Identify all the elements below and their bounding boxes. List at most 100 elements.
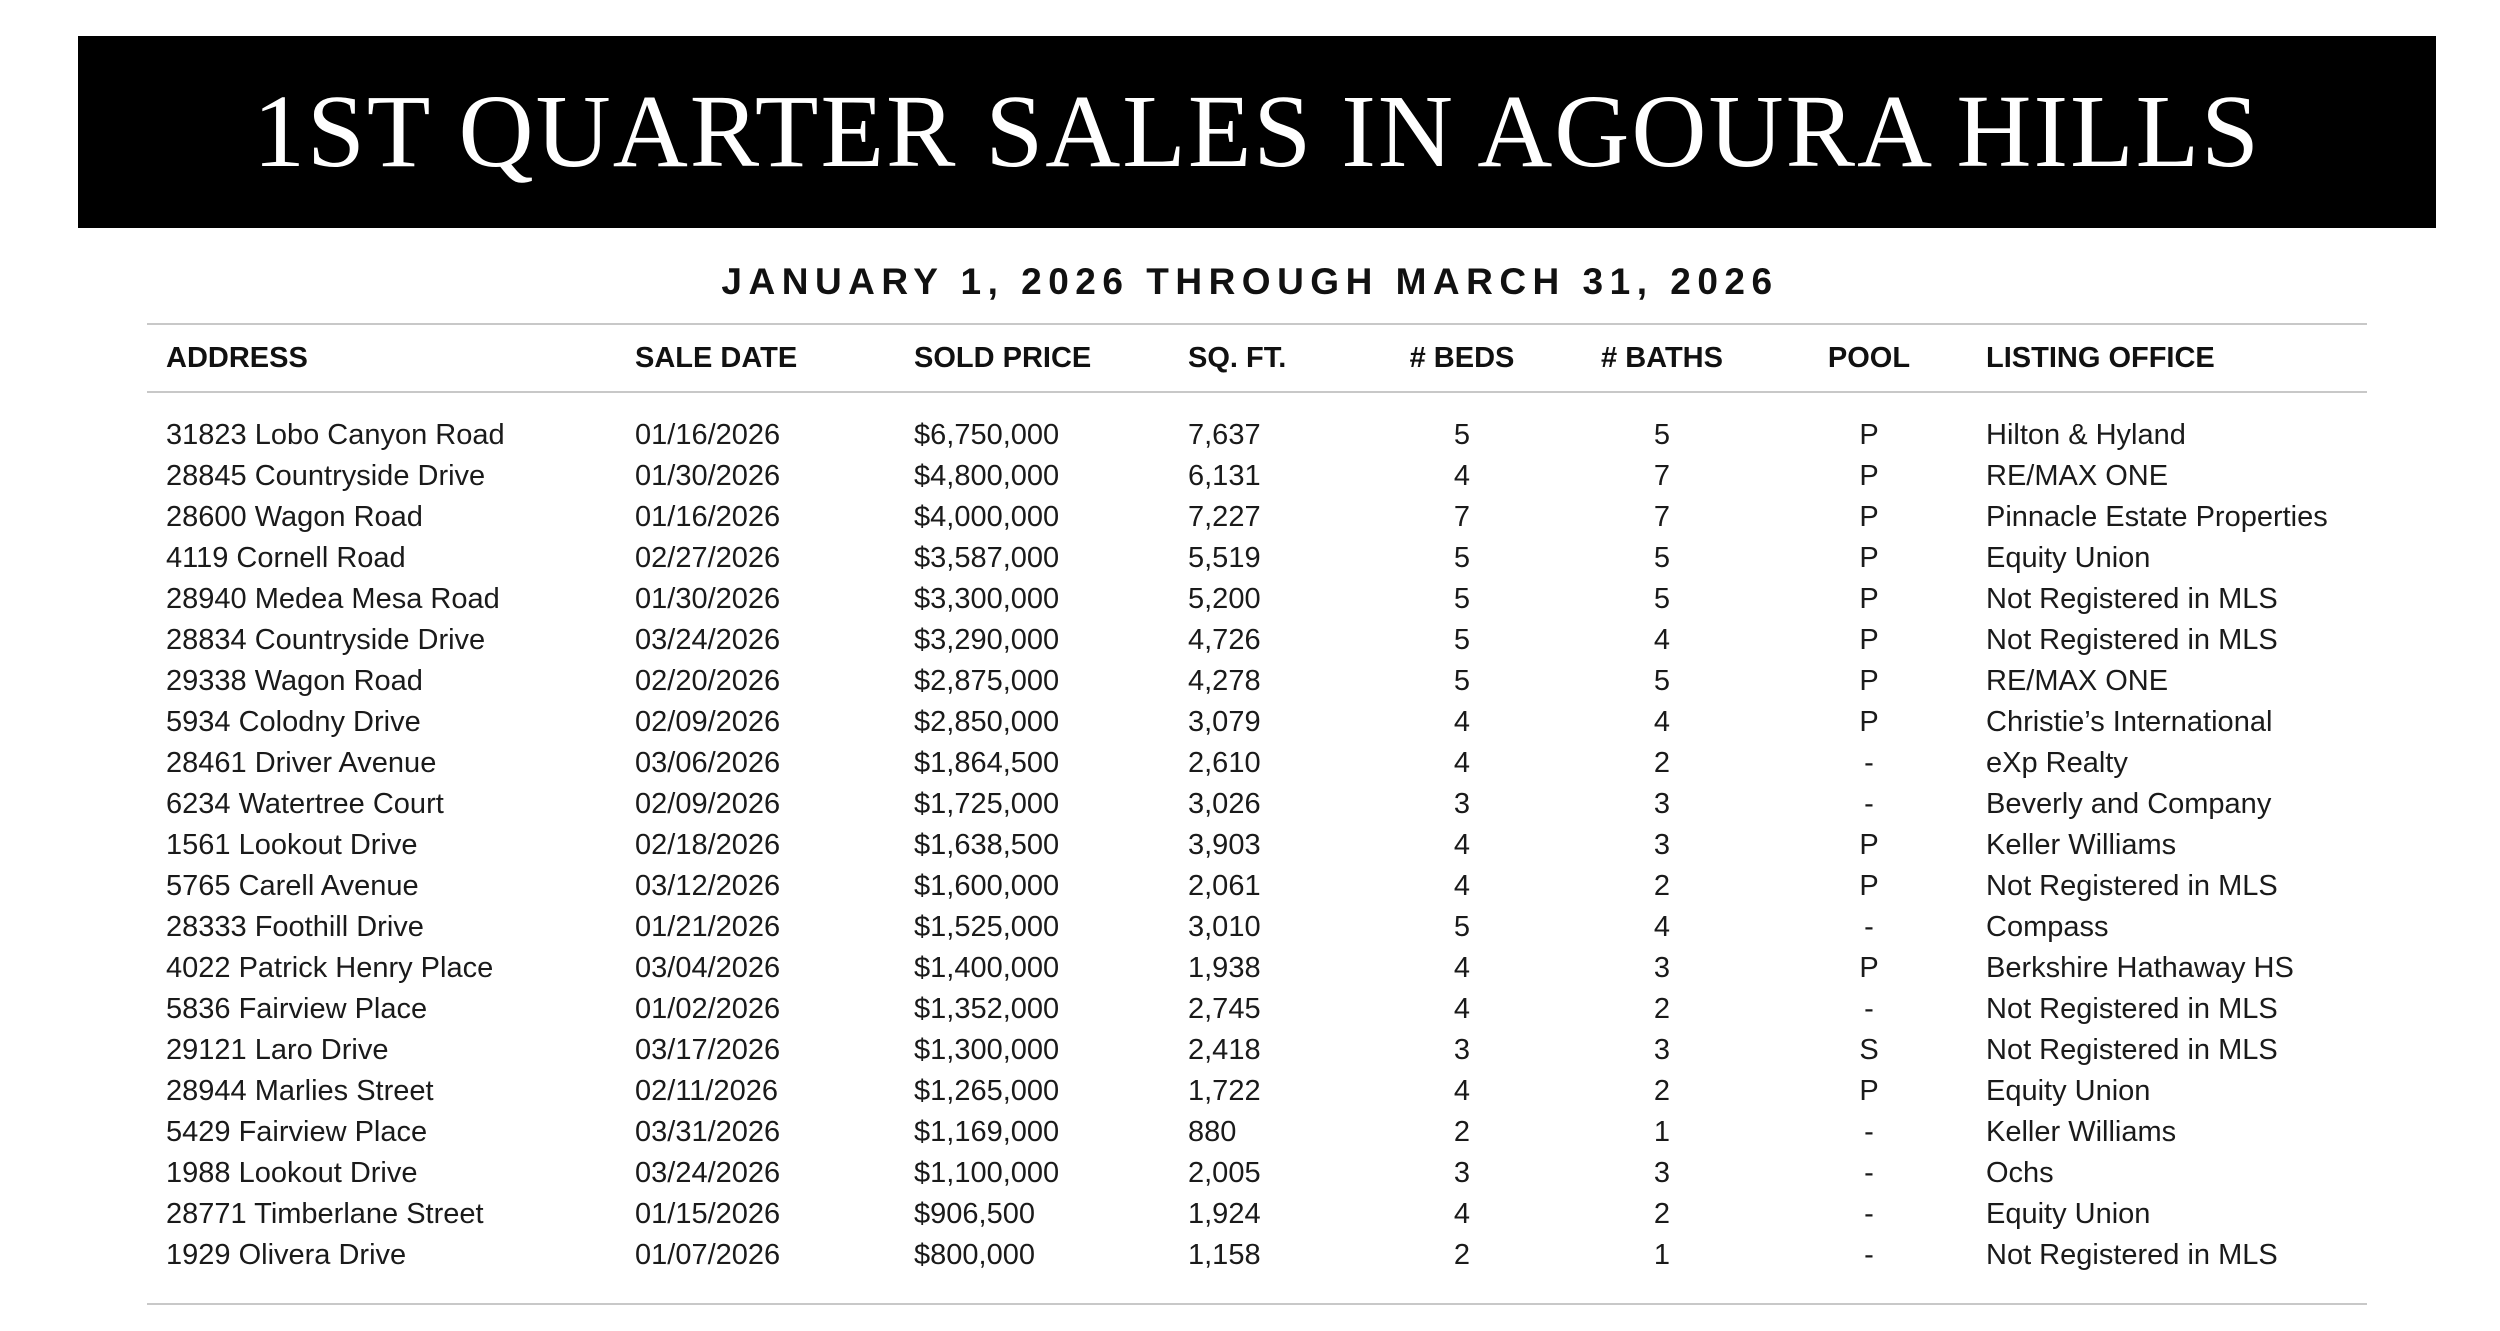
cell-sq-ft: 1,938 xyxy=(1188,952,1261,984)
cell-baths: 3 xyxy=(1653,1157,1671,1189)
cell-sale-date: 01/16/2026 xyxy=(635,419,781,451)
cell-listing-office: Equity Union xyxy=(1986,542,2151,574)
cell-sale-date: 02/27/2026 xyxy=(635,542,781,574)
cell-beds: 5 xyxy=(1453,911,1471,943)
cell-sq-ft: 3,903 xyxy=(1188,829,1261,861)
cell-baths: 5 xyxy=(1653,665,1671,697)
cell-pool: P xyxy=(1859,829,1879,861)
cell-baths: 3 xyxy=(1653,952,1671,984)
cell-pool: P xyxy=(1859,583,1879,615)
cell-address: 28333 Foothill Drive xyxy=(166,911,424,943)
cell-sq-ft: 4,278 xyxy=(1188,665,1261,697)
cell-sale-date: 03/04/2026 xyxy=(635,952,781,984)
cell-sale-date: 01/21/2026 xyxy=(635,911,781,943)
cell-sq-ft: 4,726 xyxy=(1188,624,1261,656)
cell-pool: P xyxy=(1859,501,1879,533)
cell-listing-office: Berkshire Hathaway HS xyxy=(1986,952,2294,984)
cell-sold-price: $6,750,000 xyxy=(914,419,1060,451)
cell-sold-price: $1,600,000 xyxy=(914,870,1060,902)
cell-pool: S xyxy=(1859,1034,1879,1066)
column-header-sq-ft: SQ. FT. xyxy=(1188,342,1287,374)
cell-sold-price: $1,725,000 xyxy=(914,788,1060,820)
cell-beds: 4 xyxy=(1453,747,1471,779)
table-row: 28600 Wagon Road 01/16/2026 $4,000,000 7,22… xyxy=(147,497,2367,538)
cell-sq-ft: 2,745 xyxy=(1188,993,1261,1025)
column-header-beds: # BEDS xyxy=(1409,342,1515,374)
cell-sale-date: 03/17/2026 xyxy=(635,1034,781,1066)
cell-baths: 1 xyxy=(1653,1116,1671,1148)
cell-sale-date: 03/31/2026 xyxy=(635,1116,781,1148)
cell-listing-office: Equity Union xyxy=(1986,1198,2151,1230)
cell-pool: P xyxy=(1859,665,1879,697)
cell-listing-office: Keller Williams xyxy=(1986,829,2177,861)
cell-sold-price: $800,000 xyxy=(914,1239,1035,1271)
table-row: 4119 Cornell Road 02/27/2026 $3,587,000 5,5… xyxy=(147,538,2367,579)
cell-address: 31823 Lobo Canyon Road xyxy=(166,419,505,451)
cell-pool: - xyxy=(1864,788,1874,820)
cell-address: 28461 Driver Avenue xyxy=(166,747,437,779)
column-header-address: ADDRESS xyxy=(166,342,308,374)
cell-sale-date: 03/24/2026 xyxy=(635,624,781,656)
cell-sold-price: $1,638,500 xyxy=(914,829,1060,861)
table-row: 5934 Colodny Drive 02/09/2026 $2,850,000 3,… xyxy=(147,702,2367,743)
cell-baths: 7 xyxy=(1653,460,1671,492)
cell-baths: 1 xyxy=(1653,1239,1671,1271)
cell-beds: 5 xyxy=(1453,419,1471,451)
cell-address: 1561 Lookout Drive xyxy=(166,829,418,861)
cell-beds: 4 xyxy=(1453,1198,1471,1230)
cell-sale-date: 03/06/2026 xyxy=(635,747,781,779)
cell-sold-price: $1,169,000 xyxy=(914,1116,1060,1148)
cell-sold-price: $1,300,000 xyxy=(914,1034,1060,1066)
cell-baths: 2 xyxy=(1653,1075,1671,1107)
cell-address: 28834 Countryside Drive xyxy=(166,624,486,656)
cell-address: 5429 Fairview Place xyxy=(166,1116,428,1148)
cell-address: 28600 Wagon Road xyxy=(166,501,423,533)
cell-sold-price: $4,800,000 xyxy=(914,460,1060,492)
cell-listing-office: Not Registered in MLS xyxy=(1986,624,2278,656)
cell-address: 29121 Laro Drive xyxy=(166,1034,389,1066)
table-row: 1561 Lookout Drive 02/18/2026 $1,638,500 3,… xyxy=(147,825,2367,866)
cell-baths: 3 xyxy=(1653,1034,1671,1066)
date-range-subtitle: JANUARY 1, 2026 THROUGH MARCH 31, 2026 xyxy=(721,261,1779,302)
cell-address: 28944 Marlies Street xyxy=(166,1075,434,1107)
cell-listing-office: Not Registered in MLS xyxy=(1986,1034,2278,1066)
cell-baths: 2 xyxy=(1653,1198,1671,1230)
cell-pool: P xyxy=(1859,542,1879,574)
cell-beds: 2 xyxy=(1453,1116,1471,1148)
cell-listing-office: RE/MAX ONE xyxy=(1986,460,2169,492)
cell-baths: 2 xyxy=(1653,870,1671,902)
cell-sale-date: 01/07/2026 xyxy=(635,1239,781,1271)
cell-beds: 4 xyxy=(1453,460,1471,492)
table-row: 28845 Countryside Drive 01/30/2026 $4,800,… xyxy=(147,456,2367,497)
cell-listing-office: Not Registered in MLS xyxy=(1986,993,2278,1025)
cell-beds: 3 xyxy=(1453,788,1471,820)
cell-listing-office: Compass xyxy=(1986,911,2109,943)
cell-pool: - xyxy=(1864,1116,1874,1148)
table-row: 28461 Driver Avenue 03/06/2026 $1,864,500 2… xyxy=(147,743,2367,784)
cell-listing-office: Christie’s International xyxy=(1986,706,2273,738)
cell-sold-price: $2,850,000 xyxy=(914,706,1060,738)
cell-baths: 4 xyxy=(1653,706,1671,738)
table-row: 28940 Medea Mesa Road 01/30/2026 $3,300,00… xyxy=(147,579,2367,620)
cell-pool: P xyxy=(1859,706,1879,738)
cell-sq-ft: 2,061 xyxy=(1188,870,1261,902)
cell-beds: 3 xyxy=(1453,1157,1471,1189)
cell-listing-office: Not Registered in MLS xyxy=(1986,583,2278,615)
cell-listing-office: Equity Union xyxy=(1986,1075,2151,1107)
cell-sq-ft: 7,637 xyxy=(1188,419,1261,451)
cell-sq-ft: 2,005 xyxy=(1188,1157,1261,1189)
table-row: 28771 Timberlane Street 01/15/2026 $906,50… xyxy=(147,1194,2367,1235)
cell-sale-date: 01/30/2026 xyxy=(635,583,781,615)
cell-address: 5836 Fairview Place xyxy=(166,993,428,1025)
cell-sq-ft: 3,010 xyxy=(1188,911,1261,943)
cell-sq-ft: 1,158 xyxy=(1188,1239,1261,1271)
table-row: 31823 Lobo Canyon Road 01/16/2026 $6,750,0… xyxy=(147,415,2367,456)
cell-address: 5765 Carell Avenue xyxy=(166,870,419,902)
cell-address: 1988 Lookout Drive xyxy=(166,1157,418,1189)
cell-beds: 4 xyxy=(1453,993,1471,1025)
table-row: 5836 Fairview Place 01/02/2026 $1,352,000 2… xyxy=(147,989,2367,1030)
cell-sold-price: $906,500 xyxy=(914,1198,1035,1230)
cell-beds: 4 xyxy=(1453,706,1471,738)
cell-listing-office: Not Registered in MLS xyxy=(1986,870,2278,902)
cell-beds: 4 xyxy=(1453,870,1471,902)
